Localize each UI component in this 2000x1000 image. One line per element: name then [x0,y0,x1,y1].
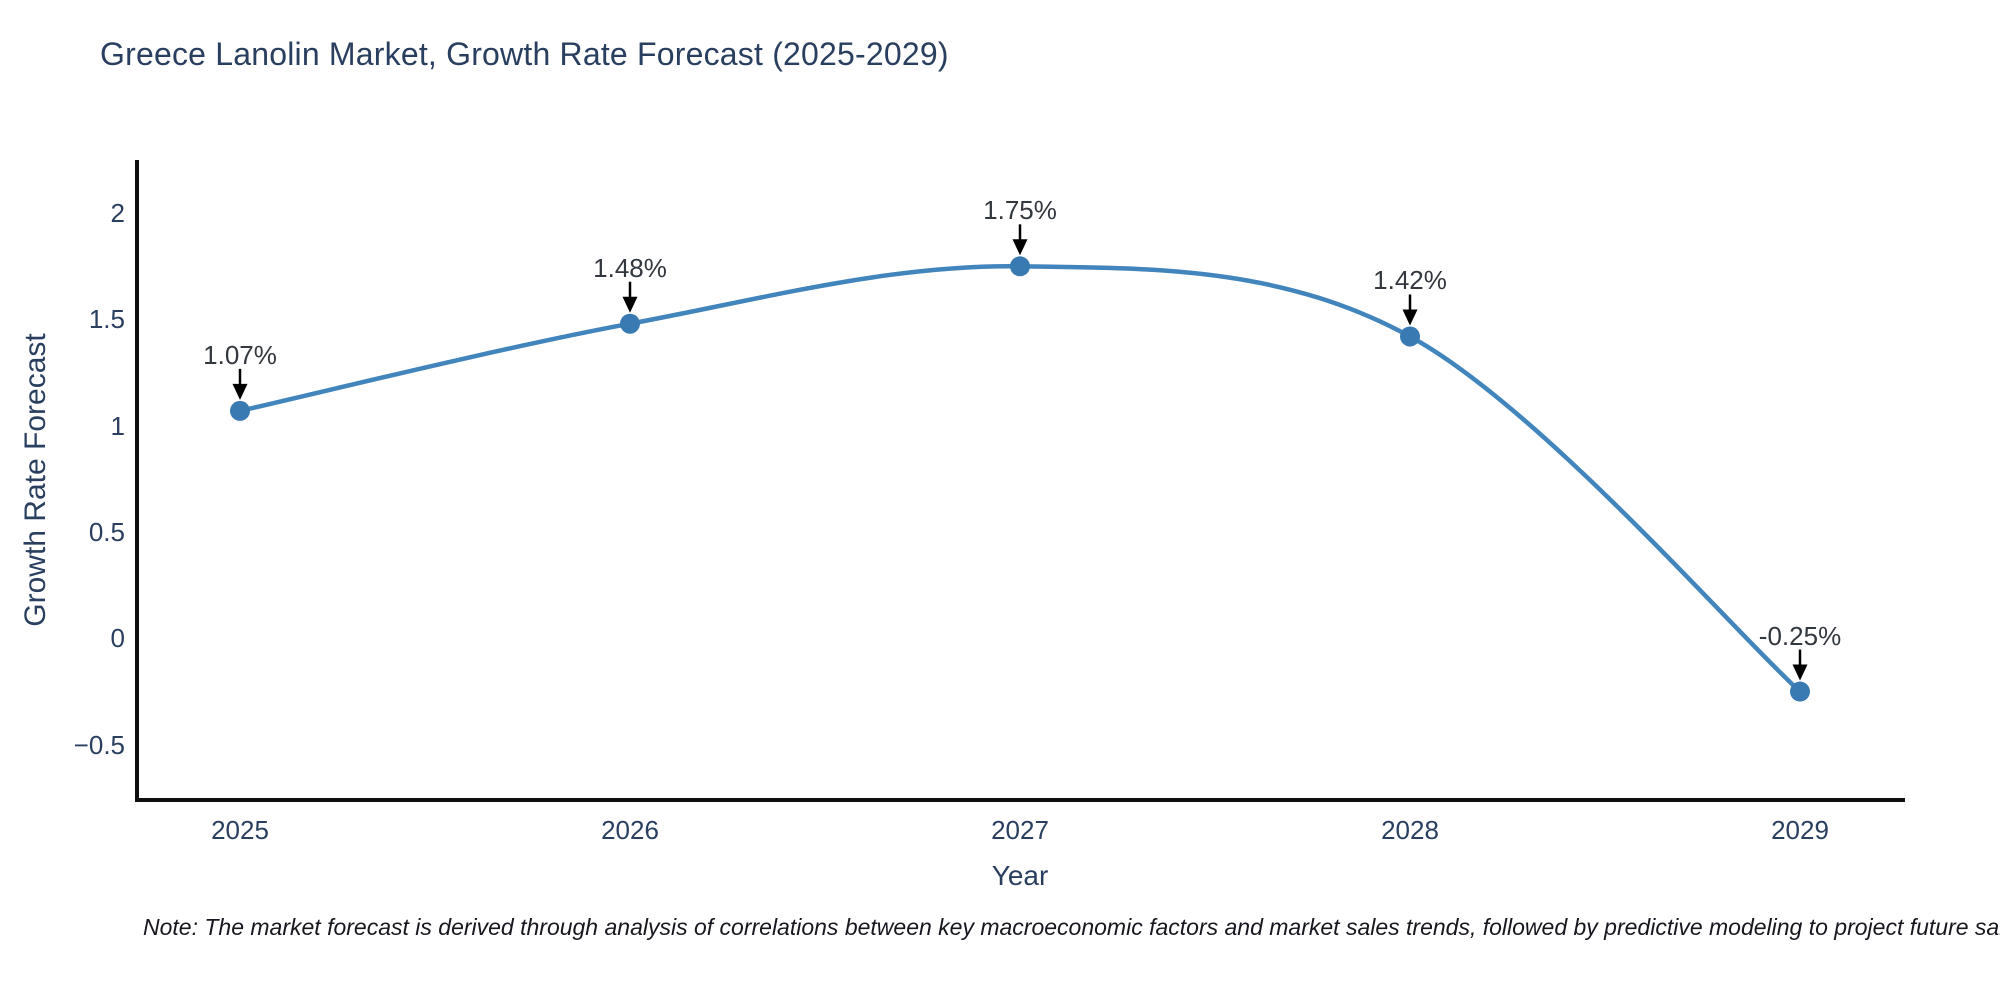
annotation-label-2027: 1.75% [983,195,1057,226]
chart-title: Greece Lanolin Market, Growth Rate Forec… [100,36,949,72]
footnote: Note: The market forecast is derived thr… [143,914,2000,940]
x-tick-label: 2027 [991,815,1049,845]
annotation-label-2029: -0.25% [1758,620,1842,651]
y-tick-label: 1.5 [88,304,125,335]
annotation-arrow-head [622,296,638,313]
annotation-label-2028: 1.42% [1373,265,1447,296]
y-tick-label: 1 [110,410,125,441]
annotation-arrow-head [1402,309,1418,326]
x-tick-label: 2029 [1771,815,1829,845]
x-tick-label: 2026 [601,815,659,845]
data-point-2027 [1010,256,1030,277]
y-tick-label: 0.5 [88,517,125,548]
x-tick-label: 2025 [211,815,269,845]
x-axis-title: Year [991,860,1049,891]
y-tick-label: 0 [110,623,125,654]
data-point-2025 [230,400,250,421]
annotation-arrow-head [1792,664,1808,681]
forecast-line [237,264,1803,694]
data-point-2029 [1790,681,1810,702]
annotation-arrow-head [232,383,248,400]
annotation-label-2025: 1.07% [203,339,277,370]
x-tick-label: 2028 [1381,815,1439,845]
data-point-2028 [1400,326,1420,347]
annotation-label-2026: 1.48% [593,252,667,283]
data-point-2026 [620,313,640,334]
y-tick-label: 2 [110,198,125,229]
y-tick-label: −0.5 [73,729,125,760]
annotation-arrow-head [1012,239,1028,256]
